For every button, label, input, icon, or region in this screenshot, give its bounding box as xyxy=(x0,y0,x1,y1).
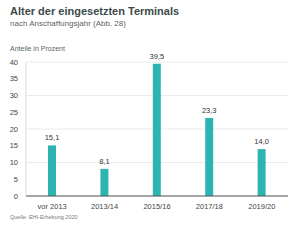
svg-text:30: 30 xyxy=(10,91,18,100)
svg-text:8,1: 8,1 xyxy=(99,157,109,166)
html-text:nach Anschaffungsjahr (Abb. 28: nach Anschaffungsjahr (Abb. 28) xyxy=(10,19,126,28)
svg-text:10: 10 xyxy=(10,158,18,167)
svg-text:40: 40 xyxy=(10,58,18,67)
svg-text:15: 15 xyxy=(10,141,18,150)
svg-text:vor 2013: vor 2013 xyxy=(38,202,67,211)
svg-text:14,0: 14,0 xyxy=(254,137,269,146)
svg-text:39,5: 39,5 xyxy=(150,54,165,61)
html-text:Alter der eingesetzten Termina: Alter der eingesetzten Terminals xyxy=(10,5,180,17)
html-text:Anteile in Prozent: Anteile in Prozent xyxy=(10,45,65,52)
svg-text:15,1: 15,1 xyxy=(45,133,60,142)
html-text:Quelle: EHI-Erhebung 2020: Quelle: EHI-Erhebung 2020 xyxy=(10,214,78,220)
svg-text:35: 35 xyxy=(10,74,18,83)
svg-text:2015/16: 2015/16 xyxy=(143,202,170,211)
svg-text:25: 25 xyxy=(10,108,18,117)
svg-text:0: 0 xyxy=(14,192,18,201)
svg-text:2013/14: 2013/14 xyxy=(91,202,118,211)
svg-text:23,3: 23,3 xyxy=(202,106,217,115)
svg-text:20: 20 xyxy=(10,125,18,134)
svg-text:5: 5 xyxy=(14,175,18,184)
svg-text:2017/18: 2017/18 xyxy=(196,202,223,211)
svg-text:2019/20: 2019/20 xyxy=(248,202,275,211)
